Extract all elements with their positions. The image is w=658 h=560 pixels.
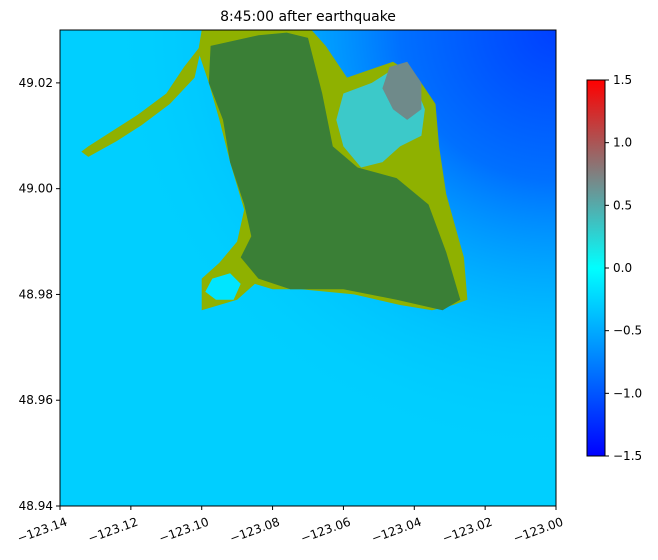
x-tick-label: −123.00 bbox=[511, 515, 565, 546]
colorbar-tick-label: 1.0 bbox=[613, 136, 632, 150]
lagoon-water bbox=[205, 273, 241, 300]
colorbar-tick-label: 1.5 bbox=[613, 73, 632, 87]
x-tick-label: −123.02 bbox=[440, 515, 494, 546]
x-axis: −123.14 −123.12 −123.10 −123.08 −123.06 −123.… bbox=[15, 506, 565, 546]
colorbar-tick-label: −1.0 bbox=[613, 386, 642, 400]
colorbar-gradient bbox=[587, 80, 605, 456]
y-tick-label: 48.96 bbox=[19, 393, 53, 407]
colorbar: −1.5 −1.0 −0.5 0.0 0.5 1.0 1.5 bbox=[586, 73, 642, 463]
colorbar-tick-label: −1.5 bbox=[613, 449, 642, 463]
x-tick-label: −123.14 bbox=[15, 515, 69, 546]
x-tick-label: −123.04 bbox=[370, 515, 424, 546]
x-tick-label: −123.08 bbox=[228, 515, 282, 546]
y-tick-label: 48.94 bbox=[19, 499, 53, 513]
land-spit bbox=[81, 35, 209, 157]
y-axis: 48.94 48.96 48.98 49.00 49.02 bbox=[19, 76, 60, 513]
x-tick-label: −123.10 bbox=[157, 515, 211, 546]
plot-frame bbox=[59, 29, 557, 507]
y-tick-label: 48.98 bbox=[19, 287, 53, 301]
colorbar-tick-label: −0.5 bbox=[613, 324, 642, 338]
chart-title: 8:45:00 after earthquake bbox=[220, 9, 396, 25]
colorbar-tick-label: 0.0 bbox=[613, 261, 632, 275]
inland-high-water bbox=[382, 61, 422, 120]
colorbar-tick-label: 0.5 bbox=[613, 198, 632, 212]
y-tick-label: 49.00 bbox=[19, 182, 53, 196]
x-tick-label: −123.06 bbox=[299, 515, 353, 546]
x-tick-label: −123.12 bbox=[86, 515, 140, 546]
plot-area bbox=[60, 30, 556, 506]
y-tick-label: 49.02 bbox=[19, 76, 53, 90]
land-dry-region bbox=[208, 32, 461, 311]
